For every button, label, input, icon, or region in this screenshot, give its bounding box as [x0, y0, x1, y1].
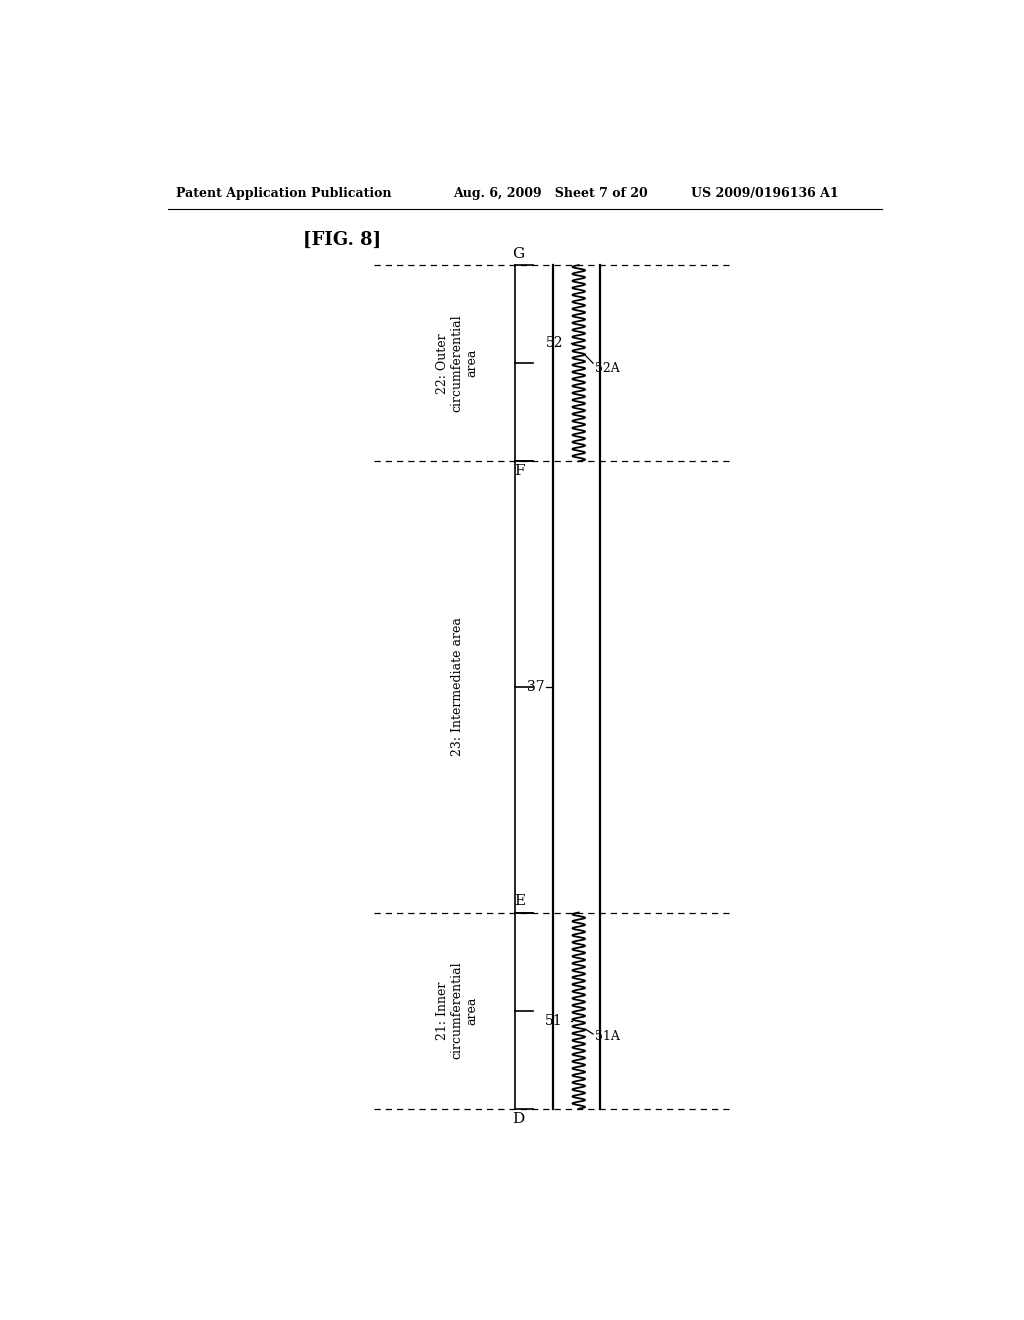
Text: G: G	[513, 247, 524, 261]
Text: US 2009/0196136 A1: US 2009/0196136 A1	[691, 187, 839, 201]
Text: 37: 37	[527, 680, 545, 694]
Text: Aug. 6, 2009   Sheet 7 of 20: Aug. 6, 2009 Sheet 7 of 20	[454, 187, 648, 201]
Text: E: E	[514, 895, 524, 908]
Text: 52: 52	[546, 335, 563, 350]
Text: Patent Application Publication: Patent Application Publication	[176, 187, 391, 201]
Text: 22: Outer
circumferential
area: 22: Outer circumferential area	[436, 314, 479, 412]
Text: 51: 51	[545, 1014, 563, 1028]
Text: 52A: 52A	[595, 362, 620, 375]
Text: 21: Inner
circumferential
area: 21: Inner circumferential area	[436, 962, 479, 1060]
Text: F: F	[514, 465, 524, 478]
Text: 23: Intermediate area: 23: Intermediate area	[451, 618, 464, 756]
Text: D: D	[513, 1111, 524, 1126]
Text: [FIG. 8]: [FIG. 8]	[303, 231, 381, 248]
Text: 51A: 51A	[595, 1030, 620, 1043]
